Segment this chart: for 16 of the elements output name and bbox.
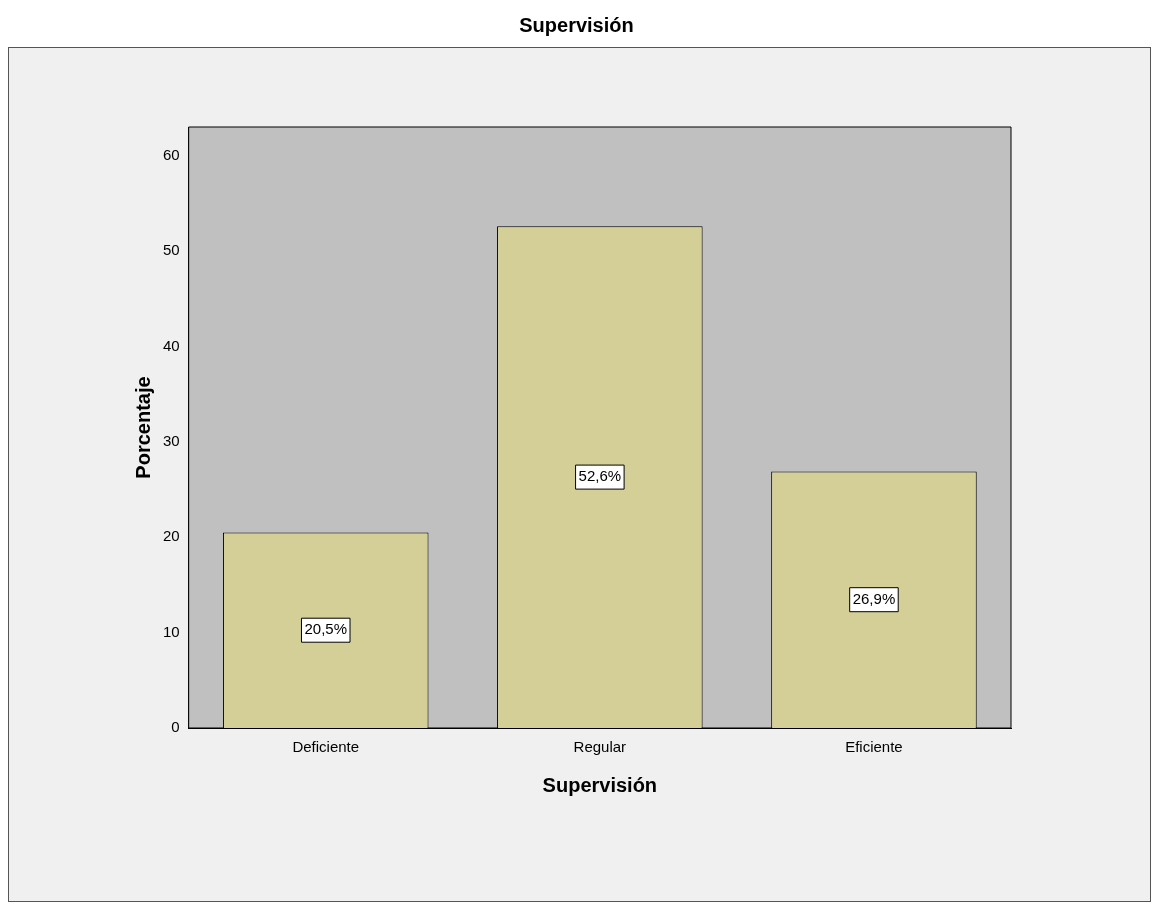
x-tick-label: Eficiente [845, 738, 903, 756]
y-tick-label: 60 [163, 145, 180, 163]
data-label: 20,5% [304, 620, 348, 638]
x-tick-label: Regular [573, 738, 627, 756]
y-tick-label: 0 [171, 718, 180, 736]
y-tick-label: 50 [163, 241, 180, 259]
x-axis-title: Supervisión [542, 773, 658, 796]
y-tick-label: 10 [163, 622, 180, 640]
data-label: 52,6% [578, 467, 622, 485]
chart-title: Supervisión [518, 14, 635, 37]
y-tick-label: 20 [163, 527, 180, 545]
data-label: 26,9% [852, 589, 896, 607]
y-tick-label: 30 [163, 431, 180, 449]
y-axis-title: Porcentaje [131, 376, 154, 479]
y-tick-label: 40 [163, 336, 180, 354]
x-tick-label: Deficiente [292, 738, 360, 756]
